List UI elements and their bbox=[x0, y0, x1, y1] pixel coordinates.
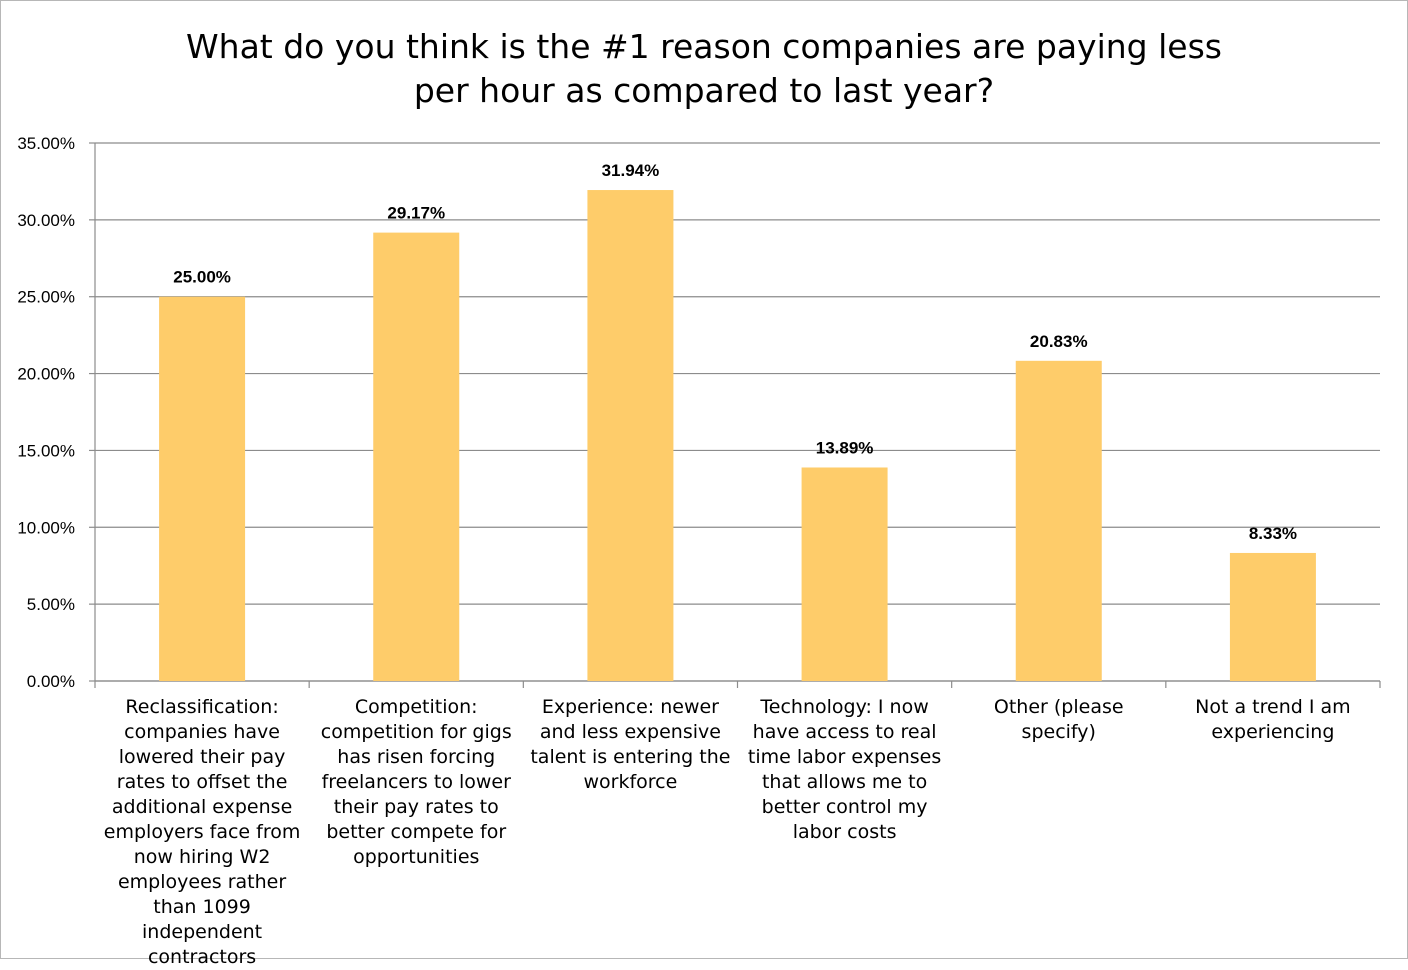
x-category-label: Other (please specify) bbox=[993, 696, 1124, 743]
chart-title-line-2: per hour as compared to last year? bbox=[413, 71, 995, 110]
bar bbox=[1229, 552, 1316, 681]
x-category-label: Experience: newer and less expensive tal… bbox=[530, 696, 731, 793]
data-label: 20.83% bbox=[1030, 332, 1088, 351]
x-category-label: Reclassification: companies have lowered… bbox=[103, 696, 301, 968]
bar bbox=[587, 190, 674, 682]
y-tick-label: 15.00% bbox=[17, 441, 75, 460]
bar bbox=[373, 232, 460, 682]
bar bbox=[801, 467, 888, 681]
x-category-label: Technology: I now have access to real ti… bbox=[747, 696, 942, 843]
bar bbox=[1015, 360, 1102, 681]
y-tick-label: 0.00% bbox=[27, 672, 75, 691]
x-category-label: Not a trend I am experiencing bbox=[1195, 696, 1351, 743]
chart-title: What do you think is the #1 reason compa… bbox=[1, 25, 1407, 113]
y-tick-label: 25.00% bbox=[17, 288, 75, 307]
data-label: 29.17% bbox=[387, 204, 445, 223]
data-label: 31.94% bbox=[602, 161, 660, 180]
y-tick-label: 30.00% bbox=[17, 211, 75, 230]
y-tick-label: 35.00% bbox=[17, 134, 75, 153]
y-tick-label: 10.00% bbox=[17, 518, 75, 537]
data-label: 25.00% bbox=[173, 268, 231, 287]
data-label: 13.89% bbox=[816, 438, 874, 457]
bar bbox=[159, 296, 246, 681]
chart-title-line-1: What do you think is the #1 reason compa… bbox=[186, 27, 1222, 66]
x-category-label: Competition: competition for gigs has ri… bbox=[320, 696, 512, 868]
data-label: 8.33% bbox=[1249, 524, 1297, 543]
y-tick-label: 5.00% bbox=[27, 595, 75, 614]
y-tick-label: 20.00% bbox=[17, 365, 75, 384]
